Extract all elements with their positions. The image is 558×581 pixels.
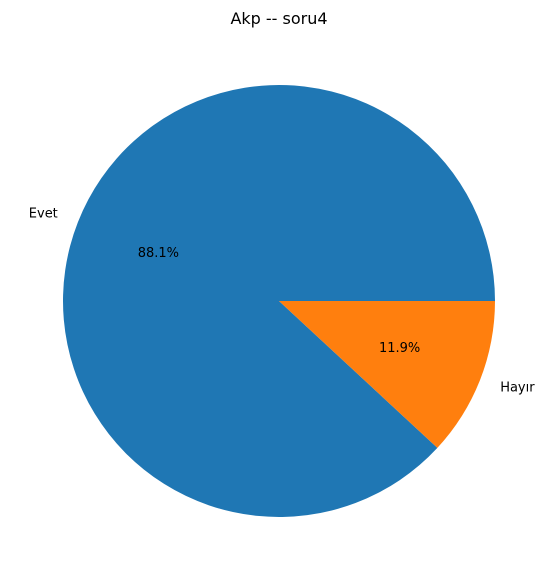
slice-percent-evet: 88.1% (138, 246, 179, 261)
slice-label-hayır: Hayır (500, 380, 535, 395)
chart-title: Akp -- soru4 (230, 9, 327, 28)
pie-labels: Evet 88.1% Hayır 11.9% (29, 207, 535, 396)
slice-percent-hayır: 11.9% (379, 341, 420, 356)
pie-slice-evet (63, 84, 495, 517)
slice-label-evet: Evet (29, 207, 58, 222)
pie-slice-hayır (279, 301, 495, 448)
pie-slices (63, 84, 495, 517)
